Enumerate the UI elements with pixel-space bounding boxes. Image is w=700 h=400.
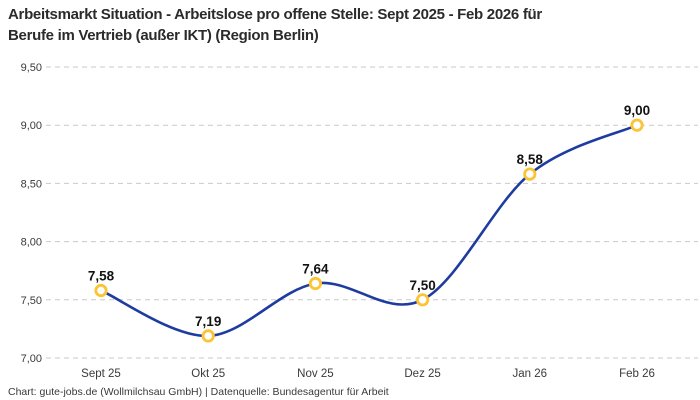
y-axis-tick-label: 9,50: [21, 62, 42, 74]
data-point-label: 7,50: [409, 278, 435, 293]
data-point-marker[interactable]: [201, 329, 215, 343]
chart-title-line2: Berufe im Vertrieb (außer IKT) (Region B…: [8, 27, 319, 44]
data-point-label: 7,58: [88, 269, 115, 284]
y-axis-tick-label: 7,50: [21, 295, 42, 307]
x-axis-tick-label: Jan 26: [513, 368, 548, 380]
x-axis-tick-label: Dez 25: [404, 368, 440, 380]
y-axis-tick-label: 9,00: [21, 120, 42, 132]
data-point-marker[interactable]: [415, 293, 430, 307]
data-point-marker[interactable]: [523, 167, 537, 181]
chart-source-credit: Chart: gute-jobs.de (Wollmilchsau GmbH) …: [8, 386, 389, 398]
x-axis-tick-label: Okt 25: [191, 368, 225, 380]
data-point-label: 7,19: [195, 314, 221, 329]
data-point-label: 7,64: [302, 262, 329, 277]
y-axis-tick-label: 8,00: [21, 237, 42, 249]
data-point-marker[interactable]: [630, 118, 644, 132]
data-point-label: 8,58: [517, 152, 544, 167]
data-point-marker[interactable]: [308, 276, 322, 291]
chart-title-line1: Arbeitsmarkt Situation - Arbeitslose pro…: [8, 6, 542, 23]
x-axis-tick-label: Sept 25: [81, 368, 121, 380]
y-axis-tick-label: 8,50: [21, 178, 42, 190]
x-axis-tick-label: Feb 26: [619, 368, 655, 380]
y-axis-tick-label: 7,00: [21, 353, 42, 365]
data-point-marker[interactable]: [94, 283, 108, 298]
x-axis-tick-label: Nov 25: [297, 368, 333, 380]
data-line: [99, 123, 639, 338]
data-point-label: 9,00: [624, 103, 650, 118]
chart-title: Arbeitsmarkt Situation - Arbeitslose pro…: [8, 4, 692, 46]
